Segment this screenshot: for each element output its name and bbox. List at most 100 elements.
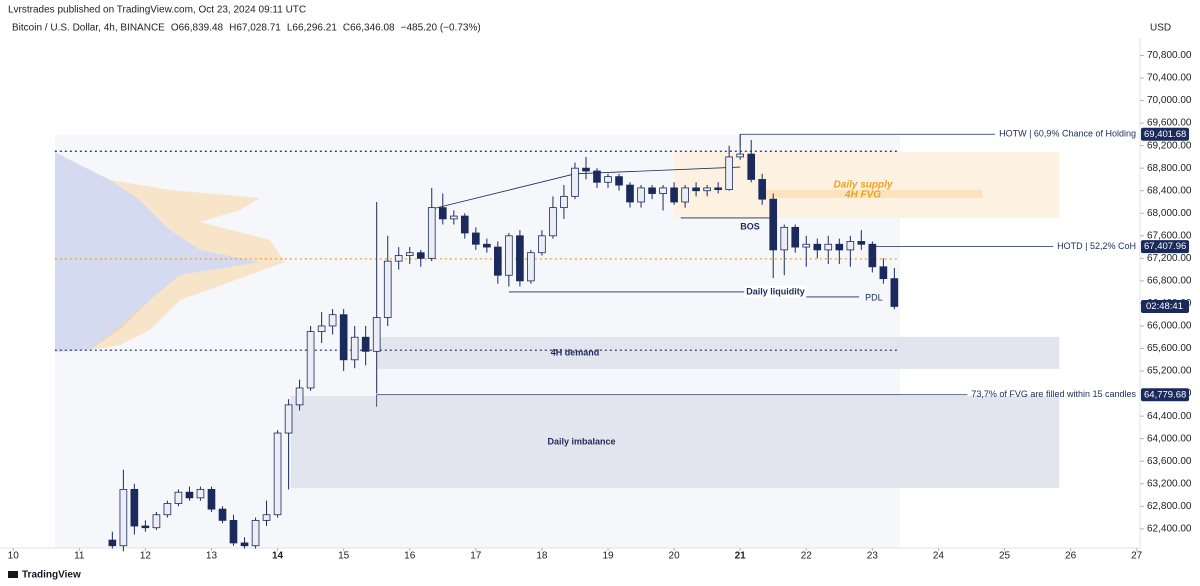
candle-body xyxy=(549,207,557,237)
y-tick-label: 66,000.00 xyxy=(1147,321,1192,332)
candle-body xyxy=(251,519,260,547)
candle-body xyxy=(527,252,535,282)
candle-body xyxy=(108,539,117,547)
candle-body xyxy=(758,179,767,200)
ohlc-legend: O66,839.48 xyxy=(171,23,224,34)
candle-body xyxy=(328,314,337,327)
volume-profile-orange xyxy=(90,180,285,350)
candle-body xyxy=(560,195,568,209)
candle-body xyxy=(339,314,348,361)
candle-body xyxy=(152,514,161,529)
ohlc-legend: −485.20 (−0.73%) xyxy=(401,23,481,34)
symbol-title: Bitcoin / U.S. Dollar, 4h, BINANCE xyxy=(12,23,165,34)
candle-body xyxy=(637,187,645,203)
x-tick-label: 10 xyxy=(8,551,20,562)
annotation-label: Daily liquidity xyxy=(746,286,805,296)
candle-body xyxy=(438,207,447,220)
countdown-badge xyxy=(1141,299,1189,313)
y-tick-label: 66,800.00 xyxy=(1147,276,1192,287)
candle-body xyxy=(229,519,238,544)
y-tick-label: 70,000.00 xyxy=(1147,95,1192,106)
countdown-label: 02:48:41 xyxy=(1146,301,1183,312)
candle-body xyxy=(692,187,700,192)
y-tick-label: 67,200.00 xyxy=(1147,253,1192,264)
candle-body xyxy=(648,187,656,194)
candle-body xyxy=(593,170,601,183)
candle-body xyxy=(516,235,524,282)
candle-body xyxy=(163,503,172,516)
x-tick-label: 14 xyxy=(272,551,284,562)
candle-body xyxy=(780,226,789,251)
candle-body xyxy=(472,232,480,245)
candle-body xyxy=(879,266,888,280)
candle-body xyxy=(571,167,579,197)
y-tick-label: 64,400.00 xyxy=(1147,411,1192,422)
candle-body xyxy=(703,187,711,192)
candle-body xyxy=(747,153,756,180)
author-line: Lvrstrades published on TradingView.com,… xyxy=(8,5,306,16)
candle-body xyxy=(196,488,205,499)
zone-sublabel: 4H FVG xyxy=(844,190,881,201)
zone xyxy=(674,151,1060,218)
candle-body xyxy=(824,243,833,251)
y-tick-label: 63,200.00 xyxy=(1147,478,1192,489)
y-tick-label: 68,400.00 xyxy=(1147,185,1192,196)
x-tick-label: 20 xyxy=(669,551,681,562)
level-label: 73,7% of FVG are filled within 15 candle… xyxy=(971,389,1136,399)
candle-body xyxy=(262,514,271,521)
currency: USD xyxy=(1150,23,1171,34)
y-tick-label: 64,000.00 xyxy=(1147,433,1192,444)
level-label: HOTW | 60,9% Chance of Holding xyxy=(999,129,1136,139)
x-tick-label: 27 xyxy=(1131,551,1143,562)
candle-body xyxy=(295,387,304,406)
candle-body xyxy=(659,187,667,194)
x-tick-label: 24 xyxy=(933,551,945,562)
candle-body xyxy=(813,243,822,251)
candle-body xyxy=(890,278,899,307)
annotation-label: BOS xyxy=(740,221,760,231)
candle-body xyxy=(416,252,425,259)
price-badge-label: 69,401.68 xyxy=(1144,129,1186,140)
candle-body xyxy=(725,156,733,190)
y-tick-label: 62,400.00 xyxy=(1147,523,1192,534)
candle-body xyxy=(846,241,855,251)
zone-label: 4H demand xyxy=(551,347,600,357)
x-tick-label: 17 xyxy=(470,551,482,562)
candle-body xyxy=(306,331,315,389)
candle-body xyxy=(218,508,227,521)
y-tick-label: 68,800.00 xyxy=(1147,163,1192,174)
y-tick-label: 69,600.00 xyxy=(1147,118,1192,129)
price-badge-label: 67,407.96 xyxy=(1144,241,1186,252)
y-tick-label: 67,600.00 xyxy=(1147,230,1192,241)
candle-body xyxy=(449,215,458,220)
candle-body xyxy=(802,243,811,248)
x-tick-label: 25 xyxy=(999,551,1011,562)
candle-body xyxy=(372,317,381,352)
x-tick-label: 22 xyxy=(801,551,813,562)
candle-body xyxy=(273,432,282,516)
candle-body xyxy=(405,252,414,256)
y-tick-label: 68,000.00 xyxy=(1147,208,1192,219)
x-tick-label: 18 xyxy=(536,551,548,562)
footer-logo xyxy=(8,571,18,578)
candle-body xyxy=(284,404,293,434)
x-tick-label: 15 xyxy=(338,551,350,562)
candle-body xyxy=(427,207,436,259)
candle-body xyxy=(119,488,128,547)
candle-body xyxy=(604,176,612,183)
candle-body xyxy=(240,542,249,547)
candle-body xyxy=(538,235,546,254)
candle-body xyxy=(350,336,359,361)
zone xyxy=(290,395,1060,488)
x-tick-label: 11 xyxy=(74,551,85,562)
candle-body xyxy=(141,525,150,529)
ohlc-legend: H67,028.71 xyxy=(229,23,281,34)
volume-profile-blue xyxy=(55,152,260,352)
logo-mark xyxy=(8,571,18,578)
x-tick-label: 12 xyxy=(140,551,152,562)
label-bg xyxy=(744,285,807,298)
brand: TradingView xyxy=(22,570,81,581)
candle-body xyxy=(494,246,502,276)
price-badge xyxy=(1141,388,1189,402)
